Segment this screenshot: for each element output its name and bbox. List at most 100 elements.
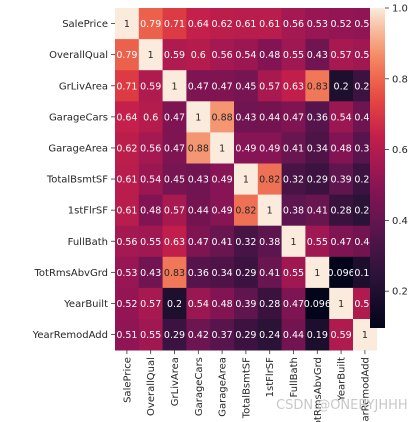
cell-value-label: 0.29 bbox=[354, 175, 375, 186]
x-tick-label: YearBuilt bbox=[337, 357, 348, 402]
cell-value-label: 0.64 bbox=[116, 112, 137, 123]
cell-value-label: 1 bbox=[195, 112, 201, 123]
heatmap-cell bbox=[162, 256, 187, 289]
heatmap-cell bbox=[162, 39, 187, 71]
heatmap-cell bbox=[186, 256, 211, 289]
cell-value-label: 0.32 bbox=[283, 175, 304, 186]
heatmap-cell bbox=[329, 194, 354, 227]
cell-value-label: 0.47 bbox=[212, 81, 233, 92]
cell-value-label: 0.64 bbox=[188, 19, 209, 30]
y-tick-label: OverallQual bbox=[49, 50, 108, 61]
cell-value-label: 0.43 bbox=[188, 175, 209, 186]
cell-value-label: 1 bbox=[338, 299, 344, 310]
y-tick-label: 1stFlrSF bbox=[68, 206, 108, 217]
cell-value-label: 1 bbox=[267, 206, 273, 217]
cell-value-label: 0.55 bbox=[307, 237, 328, 248]
heatmap-cell bbox=[115, 132, 140, 164]
cell-value-label: 0.48 bbox=[140, 206, 161, 217]
heatmap-cell bbox=[234, 101, 259, 133]
heatmap-cell bbox=[305, 194, 330, 227]
y-tick-label: TotRmsAbvGrd bbox=[34, 268, 109, 279]
heatmap-cell bbox=[210, 70, 235, 102]
cell-value-label: 0.62 bbox=[212, 19, 233, 30]
cell-value-label: 1 bbox=[290, 237, 296, 248]
heatmap-cell bbox=[257, 70, 282, 102]
heatmap-cell bbox=[162, 287, 187, 320]
x-tick-label: GarageCars bbox=[194, 357, 205, 416]
cell-value-label: 0.79 bbox=[116, 50, 137, 61]
cell-value-label: 0.79 bbox=[140, 19, 161, 30]
x-tick-label: OverallQual bbox=[146, 357, 157, 416]
heatmap-cell bbox=[329, 132, 354, 164]
heatmap-cell bbox=[329, 8, 354, 40]
heatmap-cell bbox=[210, 163, 235, 195]
cell-value-label: 0.59 bbox=[331, 330, 352, 341]
heatmap-cell bbox=[115, 70, 140, 102]
cell-value-label: 0.45 bbox=[164, 175, 185, 186]
heatmap-cell bbox=[138, 287, 163, 320]
heatmap-cell bbox=[115, 39, 140, 71]
watermark: CSDN @ONERYJHHH bbox=[276, 398, 408, 413]
cell-value-label: 0.57 bbox=[331, 50, 352, 61]
heatmap-cell bbox=[115, 287, 140, 320]
cell-value-label: 0.47 bbox=[283, 299, 304, 310]
cell-value-label: 0.096 bbox=[327, 268, 354, 279]
heatmap-cell bbox=[305, 225, 330, 258]
heatmap-cell bbox=[115, 8, 140, 40]
heatmap-cell bbox=[305, 132, 330, 164]
cell-value-label: 0.54 bbox=[235, 50, 256, 61]
heatmap-cell bbox=[162, 319, 187, 351]
heatmap-cell bbox=[329, 225, 354, 258]
cell-value-label: 0.19 bbox=[354, 268, 375, 279]
heatmap-cell bbox=[305, 39, 330, 71]
heatmap-cell bbox=[281, 194, 306, 227]
heatmap-cell bbox=[186, 225, 211, 258]
cell-value-label: 0.71 bbox=[116, 81, 137, 92]
y-tick-label: SalePrice bbox=[62, 19, 108, 30]
heatmap-cell bbox=[257, 194, 282, 227]
heatmap-cell bbox=[138, 39, 163, 71]
heatmap-cell bbox=[186, 194, 211, 227]
heatmap-cell bbox=[162, 70, 187, 102]
cell-value-label: 0.52 bbox=[116, 299, 137, 310]
heatmap-cell bbox=[281, 101, 306, 133]
y-tick-label: GrLivArea bbox=[59, 81, 108, 92]
y-tick-label: GarageCars bbox=[49, 112, 108, 123]
cell-value-label: 0.38 bbox=[283, 206, 304, 217]
cell-value-label: 0.096 bbox=[304, 299, 331, 310]
y-tick-label: YearRemodAdd bbox=[32, 330, 108, 341]
cell-value-label: 0.47 bbox=[283, 112, 304, 123]
cell-value-label: 0.57 bbox=[164, 206, 185, 217]
heatmap-cell bbox=[138, 256, 163, 289]
heatmap-cell bbox=[281, 319, 306, 351]
y-tick-label: FullBath bbox=[68, 237, 108, 248]
cell-value-label: 0.62 bbox=[116, 143, 137, 154]
cell-value-label: 0.49 bbox=[212, 175, 233, 186]
cell-value-label: 0.57 bbox=[140, 299, 161, 310]
heatmap-cell bbox=[115, 101, 140, 133]
heatmap-cell bbox=[329, 70, 354, 102]
heatmap-cell bbox=[281, 8, 306, 40]
x-tick-label: TotalBsmtSF bbox=[241, 357, 252, 419]
cell-value-label: 0.47 bbox=[331, 237, 352, 248]
cell-value-label: 0.83 bbox=[164, 268, 185, 279]
cell-value-label: 0.37 bbox=[212, 330, 233, 341]
heatmap-cell bbox=[186, 132, 211, 164]
heatmap-cell bbox=[257, 8, 282, 40]
cell-value-label: 0.44 bbox=[283, 330, 304, 341]
cell-value-label: 0.42 bbox=[354, 112, 375, 123]
cell-value-label: 0.49 bbox=[235, 143, 256, 154]
cell-value-label: 0.42 bbox=[188, 330, 209, 341]
heatmap-cell bbox=[234, 256, 259, 289]
cell-value-label: 0.32 bbox=[235, 237, 256, 248]
heatmap-cell bbox=[305, 287, 330, 320]
cell-value-label: 0.38 bbox=[259, 237, 280, 248]
cell-value-label: 0.61 bbox=[116, 175, 137, 186]
heatmap-cell bbox=[186, 163, 211, 195]
heatmap-cell bbox=[138, 101, 163, 133]
heatmap-cell bbox=[138, 225, 163, 258]
x-tick-label: YearRemodAdd bbox=[360, 357, 371, 422]
heatmap-cell bbox=[186, 8, 211, 40]
cell-value-label: 0.44 bbox=[354, 237, 375, 248]
